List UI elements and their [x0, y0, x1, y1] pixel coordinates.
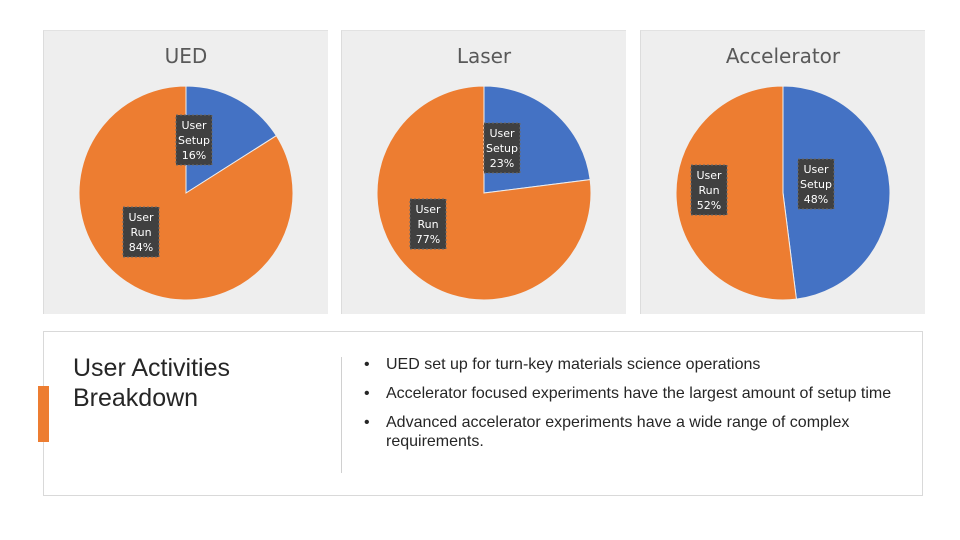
- svg-text:23%: 23%: [490, 157, 514, 170]
- svg-text:Run: Run: [130, 226, 151, 239]
- svg-text:User: User: [696, 169, 722, 182]
- svg-text:User: User: [803, 163, 829, 176]
- accent-bar: [38, 386, 49, 442]
- bullet-text: UED set up for turn-key materials scienc…: [386, 356, 761, 373]
- svg-text:Setup: Setup: [178, 134, 210, 147]
- bullet-text: Advanced accelerator experiments have a …: [386, 414, 850, 450]
- bullet-item: • Accelerator focused experiments have th…: [364, 384, 904, 403]
- chart-title: Accelerator: [725, 44, 841, 68]
- bullet-dot-icon: •: [364, 356, 370, 373]
- data-label-user-run: User Run 77%: [409, 198, 447, 250]
- svg-text:User: User: [128, 211, 154, 224]
- section-title: User Activities Breakdown: [73, 354, 230, 412]
- data-label-user-setup: User Setup 16%: [175, 114, 213, 166]
- svg-text:16%: 16%: [182, 149, 206, 162]
- bullet-item: • UED set up for turn-key materials scien…: [364, 355, 904, 374]
- svg-text:User: User: [489, 127, 515, 140]
- svg-text:Run: Run: [698, 184, 719, 197]
- chart-title: Laser: [456, 44, 512, 68]
- pie-panel-accelerator: Accelerator User Setup 48% User Run 52%: [640, 30, 925, 314]
- pie-slice-user-setup: [782, 85, 891, 300]
- data-label-user-setup: User Setup 23%: [483, 122, 521, 174]
- data-label-user-run: User Run 84%: [122, 206, 160, 258]
- svg-text:Run: Run: [417, 218, 438, 231]
- divider: [341, 357, 342, 473]
- bullet-dot-icon: •: [364, 385, 370, 402]
- pie-slice-user-setup: [185, 85, 278, 194]
- svg-text:Setup: Setup: [486, 142, 518, 155]
- data-label-user-setup: User Setup 48%: [797, 158, 835, 210]
- svg-text:User: User: [181, 119, 207, 132]
- svg-text:User: User: [415, 203, 441, 216]
- summary-box: [43, 331, 923, 496]
- bullet-text: Accelerator focused experiments have the…: [386, 385, 892, 402]
- pie-chart-ued: User Setup 16% User Run 84%: [78, 85, 294, 301]
- pie-slice-user-run: [675, 85, 797, 301]
- bullet-list: • UED set up for turn-key materials scien…: [364, 355, 904, 461]
- pie-chart-laser: User Setup 23% User Run 77%: [376, 85, 592, 301]
- pie-panel-ued: UED User Setup 16% User Run 84%: [43, 30, 328, 314]
- svg-text:48%: 48%: [804, 193, 828, 206]
- data-label-user-run: User Run 52%: [690, 164, 728, 216]
- svg-text:52%: 52%: [697, 199, 721, 212]
- svg-text:77%: 77%: [416, 233, 440, 246]
- bullet-item: • Advanced accelerator experiments have a…: [364, 413, 904, 451]
- chart-title: UED: [164, 44, 208, 68]
- svg-text:84%: 84%: [129, 241, 153, 254]
- bullet-dot-icon: •: [364, 414, 370, 431]
- pie-panel-laser: Laser User Setup 23% User Run 77%: [341, 30, 626, 314]
- pie-chart-accelerator: User Setup 48% User Run 52%: [675, 85, 891, 301]
- svg-text:Setup: Setup: [800, 178, 832, 191]
